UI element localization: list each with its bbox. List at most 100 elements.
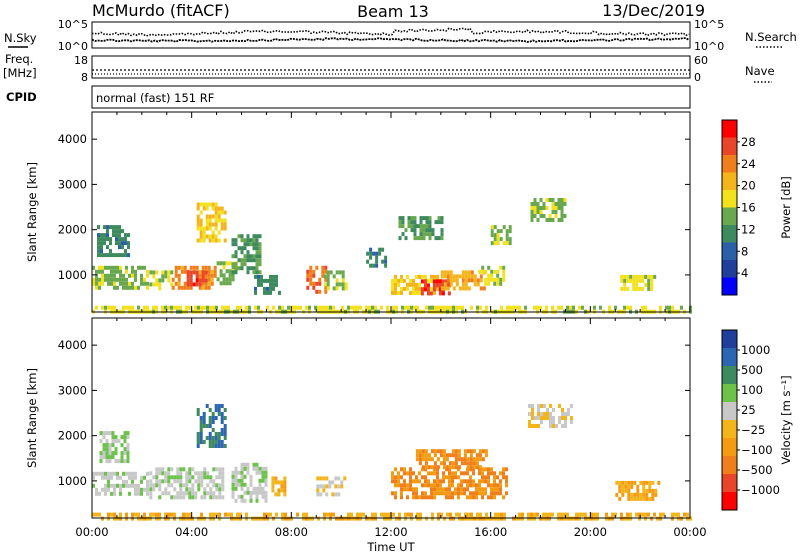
heatmap-cell <box>531 408 534 412</box>
heatmap-cell <box>415 274 418 279</box>
heatmap-cell <box>261 466 265 471</box>
heatmap-cell <box>264 482 268 487</box>
heatmap-cell <box>499 237 503 242</box>
heatmap-cell <box>505 241 509 246</box>
heatmap-cell <box>546 412 549 416</box>
heatmap-cell <box>460 457 464 462</box>
heatmap-cell <box>211 214 215 219</box>
heatmap-cell <box>449 278 453 283</box>
heatmap-cell <box>125 516 128 521</box>
heatmap-cell <box>128 305 131 310</box>
heatmap-cell <box>164 512 167 517</box>
heatmap-cell <box>615 492 619 497</box>
heatmap-cell <box>113 483 116 488</box>
heatmap-cell <box>490 241 494 246</box>
heatmap-cell <box>419 512 422 517</box>
heatmap-cell <box>467 286 471 291</box>
heatmap-cell <box>255 242 259 247</box>
heatmap-cell <box>211 222 215 227</box>
heatmap-cell <box>446 274 450 279</box>
heatmap-cell <box>263 278 266 283</box>
heatmap-cell <box>415 282 418 287</box>
heatmap-cell <box>466 483 469 488</box>
heatmap-cell <box>155 305 158 310</box>
heatmap-cell <box>104 487 107 492</box>
heatmap-cell <box>189 282 193 287</box>
heatmap-cell <box>644 516 647 521</box>
heatmap-cell <box>240 482 244 487</box>
heatmap-cell <box>420 279 424 284</box>
heatmap-cell <box>211 206 215 211</box>
heatmap-cell <box>552 408 555 412</box>
heatmap-cell <box>436 491 439 496</box>
heatmap-cell <box>118 241 121 246</box>
heatmap-cell <box>254 290 257 295</box>
heatmap-cell <box>446 270 450 275</box>
heatmap-cell <box>623 305 626 310</box>
heatmap-cell <box>97 241 100 246</box>
heatmap-cell <box>252 270 256 275</box>
heatmap-cell <box>630 496 634 501</box>
heatmap-cell <box>490 483 493 488</box>
heatmap-cell <box>644 512 647 517</box>
heatmap-cell <box>131 269 134 274</box>
heatmap-cell <box>433 449 437 454</box>
heatmap-cell <box>281 512 284 517</box>
heatmap-cell <box>143 475 146 480</box>
heatmap-cell <box>372 263 376 268</box>
heatmap-cell <box>272 516 275 521</box>
heatmap-cell <box>578 516 581 521</box>
heatmap-cell <box>320 305 323 310</box>
heatmap-cell <box>484 269 488 274</box>
heatmap-cell <box>104 471 107 476</box>
heatmap-cell <box>424 453 428 458</box>
heatmap-cell <box>537 404 540 408</box>
heatmap-cell <box>266 305 269 310</box>
heatmap-cell <box>451 491 454 496</box>
heatmap-cell <box>114 435 118 440</box>
heatmap-cell <box>419 228 423 233</box>
heatmap-cell <box>287 305 290 310</box>
heatmap-cell <box>143 305 146 310</box>
heatmap-cell <box>558 416 561 420</box>
heatmap-cell <box>321 265 325 270</box>
heatmap-cell <box>182 491 186 496</box>
heatmap-cell <box>174 269 178 274</box>
heatmap-cell <box>326 512 329 517</box>
heatmap-cell <box>110 475 113 480</box>
heatmap-cell <box>515 516 518 521</box>
heatmap-cell <box>223 222 227 227</box>
heatmap-cell <box>110 281 113 286</box>
heatmap-cell <box>106 253 109 258</box>
heatmap-cell <box>217 210 221 215</box>
power-y-axis-label: Slant Range [km] <box>25 162 39 262</box>
heatmap-cell <box>198 285 202 290</box>
heatmap-cell <box>464 512 467 517</box>
heatmap-cell <box>406 495 409 500</box>
heatmap-cell <box>466 467 469 472</box>
heatmap-cell <box>246 490 250 495</box>
heatmap-cell <box>418 449 422 454</box>
heatmap-cell <box>211 230 215 235</box>
heatmap-cell <box>107 281 110 286</box>
heatmap-cell <box>398 224 402 229</box>
heatmap-cell <box>452 278 456 283</box>
heatmap-cell <box>196 214 200 219</box>
heatmap-cell <box>466 487 469 492</box>
heatmap-cell <box>638 274 642 279</box>
heatmap-cell <box>548 516 551 521</box>
heatmap-cell <box>110 512 113 517</box>
heatmap-cell <box>192 265 196 270</box>
heatmap-cell <box>121 237 124 242</box>
heatmap-cell <box>246 242 250 247</box>
heatmap-cell <box>412 286 415 291</box>
heatmap-cell <box>236 516 239 521</box>
heatmap-cell <box>415 487 418 492</box>
heatmap-cell <box>255 250 259 255</box>
heatmap-cell <box>410 512 413 517</box>
heatmap-cell <box>533 516 536 521</box>
heatmap-cell <box>332 274 336 279</box>
heatmap-cell <box>416 305 419 310</box>
heatmap-cell <box>218 471 222 476</box>
heatmap-cell <box>533 202 537 206</box>
